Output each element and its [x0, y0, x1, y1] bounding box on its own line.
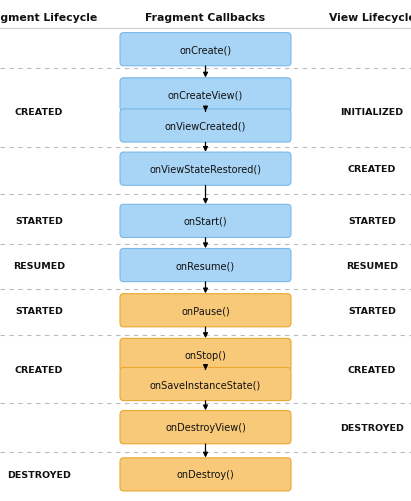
Text: RESUMED: RESUMED	[346, 261, 398, 270]
Text: Fragment Callbacks: Fragment Callbacks	[145, 13, 266, 23]
Text: DESTROYED: DESTROYED	[7, 470, 71, 479]
FancyBboxPatch shape	[120, 79, 291, 112]
FancyBboxPatch shape	[120, 205, 291, 238]
Text: CREATED: CREATED	[15, 365, 63, 374]
FancyBboxPatch shape	[120, 411, 291, 444]
Text: STARTED: STARTED	[15, 217, 63, 226]
FancyBboxPatch shape	[120, 339, 291, 372]
Text: DESTROYED: DESTROYED	[340, 423, 404, 432]
Text: onResume(): onResume()	[176, 261, 235, 271]
Text: STARTED: STARTED	[15, 306, 63, 315]
Text: onPause(): onPause()	[181, 306, 230, 316]
Text: INITIALIZED: INITIALIZED	[340, 108, 404, 117]
FancyBboxPatch shape	[120, 34, 291, 67]
FancyBboxPatch shape	[120, 458, 291, 491]
Text: onCreateView(): onCreateView()	[168, 90, 243, 100]
Text: onCreate(): onCreate()	[180, 45, 231, 55]
Text: STARTED: STARTED	[348, 306, 396, 315]
FancyBboxPatch shape	[120, 110, 291, 143]
Text: onDestroy(): onDestroy()	[177, 469, 234, 479]
Text: CREATED: CREATED	[15, 108, 63, 117]
Text: CREATED: CREATED	[348, 365, 396, 374]
Text: onViewStateRestored(): onViewStateRestored()	[150, 164, 261, 174]
Text: RESUMED: RESUMED	[13, 261, 65, 270]
Text: onStop(): onStop()	[185, 350, 226, 360]
Text: Fragment Lifecycle: Fragment Lifecycle	[0, 13, 97, 23]
FancyBboxPatch shape	[120, 294, 291, 327]
Text: onDestroyView(): onDestroyView()	[165, 422, 246, 432]
Text: STARTED: STARTED	[348, 217, 396, 226]
Text: onViewCreated(): onViewCreated()	[165, 121, 246, 131]
Text: onSaveInstanceState(): onSaveInstanceState()	[150, 379, 261, 389]
FancyBboxPatch shape	[120, 153, 291, 186]
Text: onStart(): onStart()	[184, 216, 227, 226]
Text: View Lifecycle: View Lifecycle	[328, 13, 411, 23]
FancyBboxPatch shape	[120, 249, 291, 282]
Text: CREATED: CREATED	[348, 165, 396, 174]
FancyBboxPatch shape	[120, 368, 291, 401]
